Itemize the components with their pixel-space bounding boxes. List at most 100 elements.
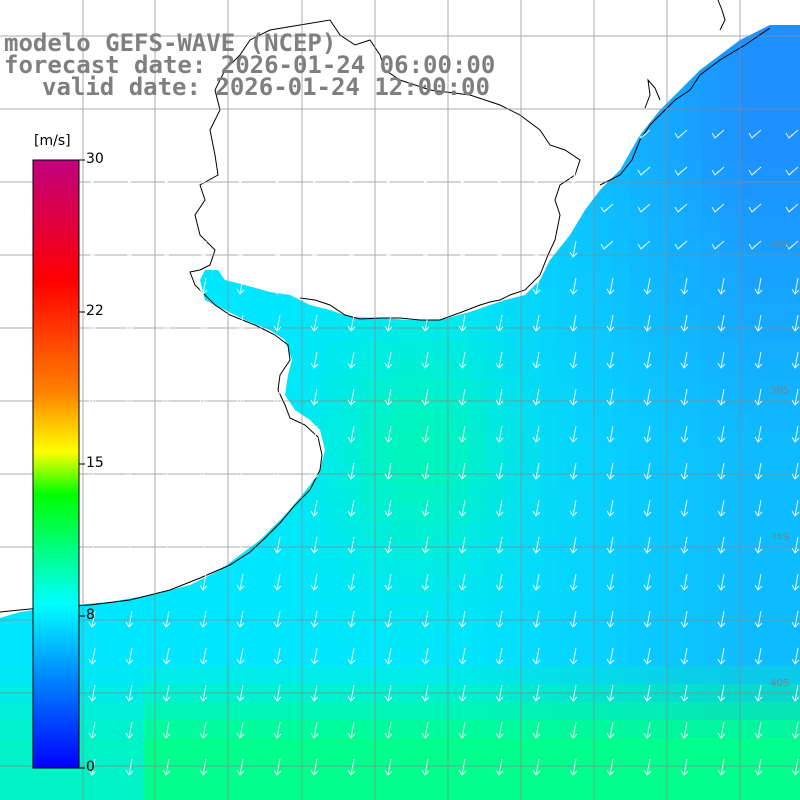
wind-cell <box>720 306 738 324</box>
wind-cell <box>0 702 18 720</box>
wind-cell <box>648 324 666 342</box>
wind-cell <box>468 396 486 414</box>
wind-arrow <box>88 388 97 406</box>
wind-arrow <box>458 351 467 369</box>
wind-arrow <box>600 203 614 213</box>
wind-arrow <box>421 129 430 147</box>
wind-arrow <box>88 425 97 443</box>
wind-arrow <box>717 425 726 443</box>
wind-cell <box>558 774 576 792</box>
wind-cell <box>774 504 792 522</box>
wind-cell <box>90 738 108 756</box>
colorbar-tick-22: 22 <box>86 303 104 319</box>
wind-arrow <box>125 277 134 295</box>
wind-cell <box>198 702 216 720</box>
wind-cell <box>504 324 522 342</box>
wind-cell <box>324 504 342 522</box>
wind-cell <box>450 486 468 504</box>
wind-cell <box>378 738 396 756</box>
wind-cell <box>684 720 702 738</box>
wind-cell <box>414 702 432 720</box>
wind-cell <box>792 72 800 90</box>
wind-arrow <box>532 351 541 369</box>
wind-arrow <box>162 721 171 739</box>
wind-arrow <box>199 203 208 221</box>
wind-cell <box>576 486 594 504</box>
wind-arrow <box>754 758 763 776</box>
wind-cell <box>684 270 702 288</box>
wind-cell <box>378 720 396 738</box>
wind-cell <box>378 594 396 612</box>
wind-arrow <box>680 610 689 628</box>
wind-cell <box>612 234 630 252</box>
wind-arrow <box>421 166 430 184</box>
wind-cell <box>576 756 594 774</box>
lat-label-40: 40S <box>770 678 789 689</box>
wind-cell <box>558 378 576 396</box>
wind-cell <box>162 756 180 774</box>
wind-cell <box>666 738 684 756</box>
wind-cell <box>270 612 288 630</box>
wind-cell <box>666 558 684 576</box>
wind-cell <box>378 360 396 378</box>
wind-cell <box>252 594 270 612</box>
wind-cell <box>468 792 486 800</box>
wind-cell <box>468 738 486 756</box>
wind-cell <box>702 144 720 162</box>
wind-cell <box>684 144 702 162</box>
wind-cell <box>504 486 522 504</box>
wind-cell <box>720 144 738 162</box>
wind-cell <box>522 756 540 774</box>
wind-cell <box>720 270 738 288</box>
wind-cell <box>216 576 234 594</box>
wind-cell <box>612 594 630 612</box>
wind-cell <box>720 216 738 234</box>
wind-cell <box>468 342 486 360</box>
wind-cell <box>504 306 522 324</box>
wind-arrow <box>347 610 356 628</box>
wind-cell <box>108 756 126 774</box>
wind-cell <box>432 648 450 666</box>
wind-cell <box>720 738 738 756</box>
wind-cell <box>702 612 720 630</box>
wind-arrow <box>680 314 689 332</box>
wind-cell <box>342 720 360 738</box>
wind-cell <box>630 558 648 576</box>
wind-arrow <box>421 462 430 480</box>
wind-cell <box>306 756 324 774</box>
wind-cell <box>702 396 720 414</box>
wind-cell <box>306 378 324 396</box>
wind-cell <box>378 414 396 432</box>
wind-cell <box>504 576 522 594</box>
wind-cell <box>612 504 630 522</box>
wind-arrow <box>236 388 245 406</box>
wind-arrow <box>88 573 97 591</box>
wind-cell <box>720 576 738 594</box>
wind-cell <box>594 432 612 450</box>
wind-arrow <box>236 610 245 628</box>
wind-cell <box>540 324 558 342</box>
wind-arrow <box>88 203 97 221</box>
wind-cell <box>774 414 792 432</box>
wind-cell <box>612 522 630 540</box>
wind-cell <box>432 558 450 576</box>
wind-arrow <box>680 573 689 591</box>
wind-arrow <box>162 129 171 147</box>
wind-cell <box>360 360 378 378</box>
wind-arrow <box>310 462 319 480</box>
wind-cell <box>720 72 738 90</box>
wind-cell <box>306 594 324 612</box>
wind-cell <box>792 666 800 684</box>
wind-arrow <box>791 647 800 665</box>
wind-cell <box>450 396 468 414</box>
wind-cell <box>720 450 738 468</box>
wind-arrow <box>717 277 726 295</box>
wind-cell <box>432 342 450 360</box>
wind-cell <box>252 702 270 720</box>
wind-arrow <box>384 425 393 443</box>
wind-cell <box>540 576 558 594</box>
wind-cell <box>684 396 702 414</box>
wind-cell <box>486 378 504 396</box>
wind-cell <box>450 738 468 756</box>
wind-arrow <box>347 499 356 517</box>
